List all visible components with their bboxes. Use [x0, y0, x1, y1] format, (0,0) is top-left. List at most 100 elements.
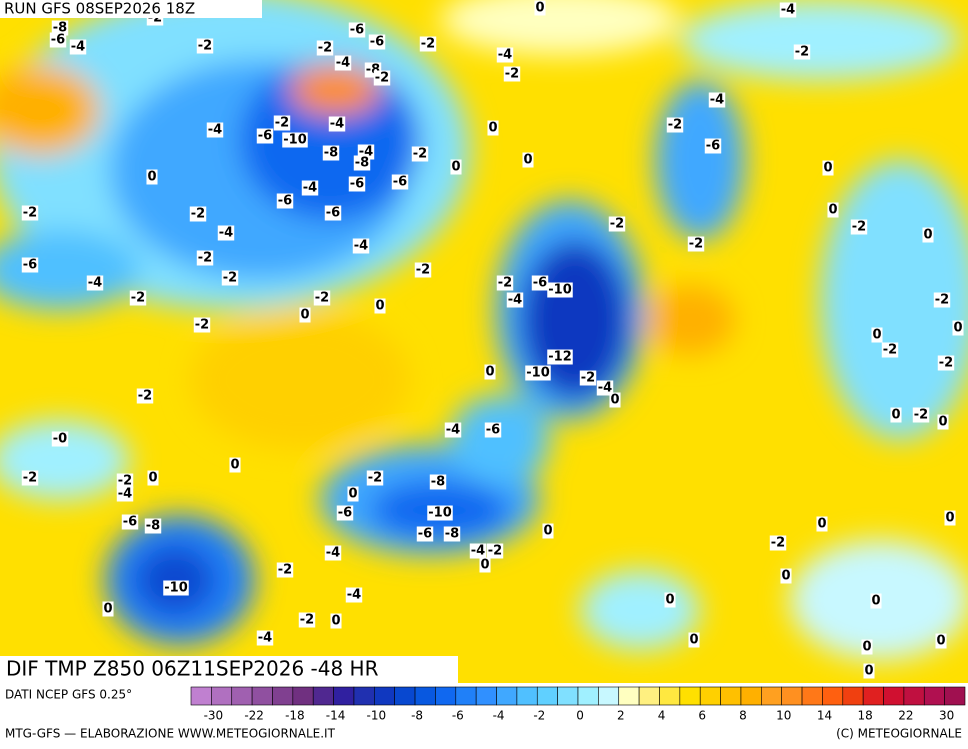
- contour-label: -6: [51, 33, 65, 48]
- run-box: [0, 0, 262, 18]
- label-bg: [664, 592, 676, 608]
- contour-label: -4: [326, 546, 340, 561]
- contour-label: -2: [131, 291, 145, 306]
- label-bg: [353, 155, 371, 171]
- contour-label: -2: [939, 356, 953, 371]
- contour-label: 0: [610, 393, 619, 408]
- contour-label: -10: [283, 133, 307, 148]
- contour-label: -2: [300, 613, 314, 628]
- colorbar-tick-label: 18: [858, 709, 873, 723]
- contour-label: -2: [883, 343, 897, 358]
- color-swatch: [659, 686, 681, 706]
- contour-label: -2: [488, 544, 502, 559]
- contour-label: 0: [485, 365, 494, 380]
- contour-label: 0: [871, 594, 880, 609]
- label-bg: [850, 219, 868, 235]
- contour-label: -2: [195, 318, 209, 333]
- label-bg: [522, 152, 534, 168]
- contour-label: -8: [53, 21, 67, 36]
- label-bg: [871, 327, 883, 343]
- label-bg: [503, 66, 521, 82]
- contour-label: -2: [771, 536, 785, 551]
- label-bg: [487, 120, 499, 136]
- contour-label: -6: [350, 23, 364, 38]
- label-bg: [881, 342, 899, 358]
- color-swatch: [231, 686, 253, 706]
- label-bg: [51, 431, 69, 447]
- label-bg: [276, 193, 294, 209]
- label-bg: [861, 639, 873, 655]
- label-bg: [937, 414, 949, 430]
- colorbar-tick-label: -8: [411, 709, 423, 723]
- contour-label: -2: [581, 371, 595, 386]
- credit-right: (C) METEOGIORNALE: [836, 727, 962, 741]
- color-swatch: [720, 686, 742, 706]
- label-bg: [313, 290, 331, 306]
- contour-label: -6: [486, 423, 500, 438]
- label-bg: [345, 587, 363, 603]
- contour-label: -2: [315, 291, 329, 306]
- contour-label: 0: [147, 170, 156, 185]
- contour-labels: -8-6-4-2-2-2-6-6-4-8-2-2-4-20-4-2-4-2-60…: [21, 0, 964, 679]
- color-swatch: [862, 686, 884, 706]
- label-bg: [450, 159, 462, 175]
- contour-label: 0: [938, 415, 947, 430]
- contour-label: -6: [23, 258, 37, 273]
- label-bg: [779, 2, 797, 18]
- label-bg: [374, 298, 386, 314]
- contour-label: -10: [164, 581, 188, 596]
- colorbar-tick-label: 0: [576, 709, 584, 723]
- label-bg: [793, 44, 811, 60]
- label-bg: [666, 117, 684, 133]
- label-bg: [217, 225, 235, 241]
- contour-label: -2: [416, 263, 430, 278]
- contour-label: 0: [535, 1, 544, 16]
- contour-label: 0: [480, 558, 489, 573]
- contour-label: -4: [71, 40, 85, 55]
- label-bg: [69, 39, 87, 55]
- color-swatch: [822, 686, 844, 706]
- label-bg: [163, 580, 189, 596]
- contour-label: -6: [338, 506, 352, 521]
- color-swatch: [251, 686, 273, 706]
- contour-label: 0: [945, 511, 954, 526]
- label-bg: [348, 176, 366, 192]
- contour-label: 0: [891, 408, 900, 423]
- color-swatch: [883, 686, 905, 706]
- label-bg: [330, 613, 342, 629]
- map-title: DIF TMP Z850 06Z11SEP2026 -48 HR: [6, 657, 379, 681]
- contour-label: -6: [258, 129, 272, 144]
- colorbar-tick-label: -30: [204, 709, 224, 723]
- contour-label: -10: [548, 283, 572, 298]
- label-bg: [328, 116, 346, 132]
- contour-label: 0: [331, 614, 340, 629]
- label-bg: [547, 349, 573, 365]
- label-bg: [579, 370, 597, 386]
- color-swatch: [699, 686, 721, 706]
- label-bg: [496, 47, 514, 63]
- label-bg: [324, 545, 342, 561]
- colorbar-tick-label: -6: [452, 709, 464, 723]
- label-bg: [937, 355, 955, 371]
- contour-label: -2: [914, 408, 928, 423]
- color-swatch: [679, 686, 701, 706]
- contour-label: -4: [471, 544, 485, 559]
- label-bg: [870, 593, 882, 609]
- contour-label: -2: [318, 41, 332, 56]
- label-bg: [316, 40, 334, 56]
- contour-label: -4: [303, 181, 317, 196]
- label-bg: [348, 22, 366, 38]
- label-bg: [542, 523, 554, 539]
- label-bg: [196, 250, 214, 266]
- label-bg: [116, 486, 134, 502]
- label-bg: [221, 270, 239, 286]
- colorbar-tick-label: 6: [698, 709, 706, 723]
- label-bg: [935, 633, 947, 649]
- contour-label: -12: [548, 350, 572, 365]
- label-bg: [368, 34, 386, 50]
- contour-label: -2: [23, 471, 37, 486]
- contour-label: -2: [275, 116, 289, 131]
- label-bg: [822, 160, 834, 176]
- color-swatch: [598, 686, 620, 706]
- contour-label: -2: [198, 251, 212, 266]
